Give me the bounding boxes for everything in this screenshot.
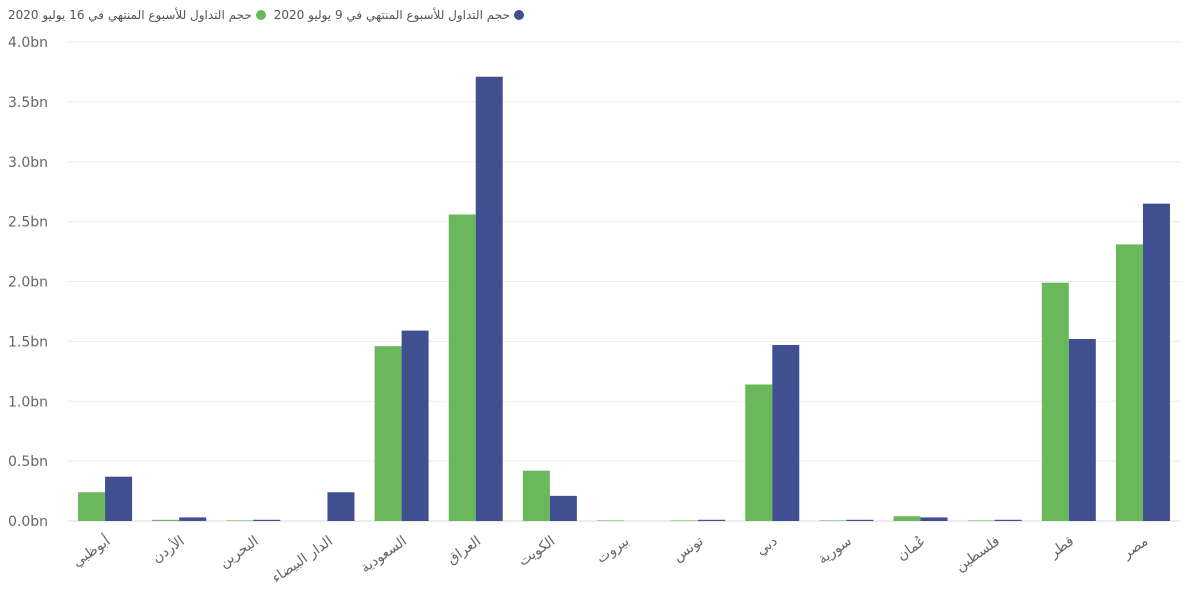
bar-2 [920, 517, 948, 521]
x-tick-label: العراق [444, 533, 484, 568]
bar-1 [374, 346, 402, 521]
y-tick-label: 2.5bn [8, 215, 48, 231]
x-tick-label: عُمان [894, 533, 929, 564]
legend-swatch-series-2 [513, 10, 524, 20]
x-tick-label: الأردن [148, 532, 187, 567]
bar-2 [253, 519, 281, 521]
legend: حجم التداول للأسبوع المنتهي في 16 يوليو … [8, 4, 524, 26]
bar-2 [475, 76, 503, 521]
bar-1 [967, 520, 995, 521]
legend-label-series-2: حجم التداول للأسبوع المنتهي في 9 يوليو 2… [273, 8, 510, 22]
y-tick-label: 3.5bn [8, 95, 48, 111]
bar-2 [1142, 203, 1170, 521]
x-tick-label: الدار البيضاء [269, 533, 336, 586]
x-tick-label: دبي [754, 533, 781, 559]
y-tick-label: 2.0bn [8, 275, 48, 291]
x-tick-label: البحرين [217, 533, 262, 571]
bar-1 [152, 519, 180, 521]
bar-2 [994, 519, 1022, 521]
bar-1 [522, 470, 550, 521]
x-tick-label: سورية [815, 533, 855, 567]
x-tick-label: الكويت [516, 533, 559, 569]
bar-1 [78, 492, 106, 521]
legend-label-series-1: حجم التداول للأسبوع المنتهي في 16 يوليو … [8, 8, 252, 22]
x-tick-label: السعودية [358, 533, 410, 576]
x-tick-label: بيروت [594, 533, 633, 567]
x-tick-label: أبوظبي [69, 531, 114, 570]
bar-1 [597, 520, 624, 521]
bar-1 [893, 516, 921, 521]
bar-1 [819, 520, 847, 521]
bar-2 [772, 344, 800, 521]
bar-2 [1068, 338, 1096, 521]
x-tick-label: قطر [1046, 533, 1077, 562]
bar-1 [671, 520, 699, 521]
y-tick-label: 1.0bn [8, 394, 48, 410]
x-tick-label: مصر [1119, 533, 1151, 562]
bar-2 [846, 519, 874, 521]
bar-2 [401, 330, 429, 521]
bar-2 [105, 476, 133, 521]
y-tick-label: 0.5bn [8, 454, 48, 470]
y-tick-label: 3.0bn [8, 155, 48, 171]
bar-1 [745, 384, 773, 521]
y-tick-label: 4.0bn [8, 35, 48, 51]
y-tick-label: 1.5bn [8, 334, 48, 350]
bar-1 [1115, 244, 1143, 521]
x-tick-label: تونس [670, 533, 706, 565]
bar-2 [179, 517, 207, 521]
bar-2 [549, 495, 577, 521]
x-tick-label: فلسطين [953, 533, 1003, 575]
y-tick-label: 0.0bn [8, 514, 48, 530]
legend-item-series-1[interactable]: حجم التداول للأسبوع المنتهي في 16 يوليو … [8, 8, 266, 22]
legend-item-series-2[interactable]: حجم التداول للأسبوع المنتهي في 9 يوليو 2… [274, 8, 524, 22]
bar-1 [1041, 282, 1069, 521]
bar-1 [226, 520, 254, 521]
legend-swatch-series-1 [255, 10, 266, 20]
bar-2 [327, 492, 355, 521]
bar-1 [448, 214, 476, 521]
bar-2 [698, 519, 726, 521]
